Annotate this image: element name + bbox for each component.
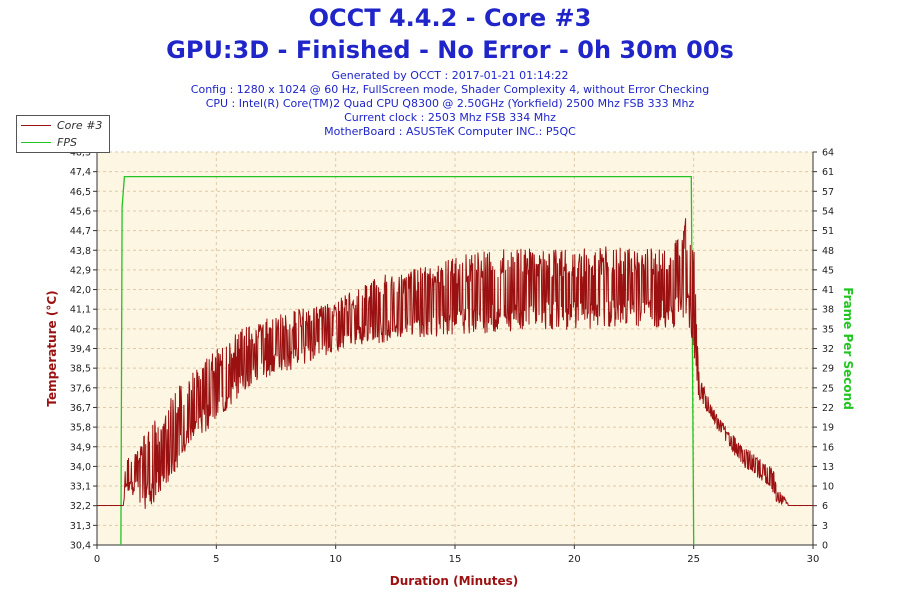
x-tick-label: 5 [213, 554, 219, 565]
y-left-tick-label: 46,5 [70, 187, 91, 198]
x-tick-label: 30 [807, 554, 820, 565]
y-right-tick-label: 57 [822, 187, 834, 198]
y-right-tick-label: 54 [822, 206, 834, 217]
chart-title: OCCT 4.4.2 - Core #3 [308, 4, 592, 32]
x-tick-label: 0 [94, 554, 100, 565]
y-left-tick-label: 42,0 [70, 285, 91, 296]
y-left-axis-label: Temperature (°C) [45, 290, 59, 406]
y-left-tick-label: 36,7 [70, 403, 91, 414]
y-left-tick-label: 42,9 [70, 265, 91, 276]
chart-subtitle: GPU:3D - Finished - No Error - 0h 30m 00… [166, 36, 734, 64]
y-left-tick-label: 33,1 [70, 482, 91, 493]
y-right-tick-label: 0 [822, 541, 828, 552]
y-right-tick-label: 22 [822, 403, 834, 414]
y-right-tick-label: 16 [822, 442, 834, 453]
legend-label-fps: FPS [57, 135, 77, 149]
y-left-tick-label: 38,5 [70, 364, 91, 375]
y-right-tick-label: 19 [822, 423, 834, 434]
y-left-tick-label: 45,6 [70, 206, 91, 217]
legend-swatch-core3 [21, 124, 51, 126]
y-right-tick-label: 10 [822, 482, 834, 493]
legend-item-fps: FPS [17, 134, 77, 150]
y-right-tick-label: 13 [822, 462, 834, 473]
y-left-tick-label: 34,9 [70, 442, 91, 453]
y-right-tick-label: 29 [822, 364, 834, 375]
y-right-tick-label: 3 [822, 521, 828, 532]
y-right-tick-label: 6 [822, 501, 828, 512]
y-left-tick-label: 34,0 [70, 462, 91, 473]
y-right-tick-label: 48 [822, 246, 834, 257]
fps-series-line [120, 175, 695, 546]
y-left-tick-label: 32,2 [70, 501, 91, 512]
y-right-tick-label: 25 [822, 383, 834, 394]
y-left-tick-label: 37,6 [70, 383, 91, 394]
x-tick-label: 15 [449, 554, 462, 565]
legend-label-core3: Core #3 [57, 118, 103, 132]
legend-item-core3: Core #3 [17, 117, 102, 133]
x-tick-label: 20 [568, 554, 581, 565]
y-right-tick-label: 38 [822, 305, 834, 316]
y-right-tick-label: 32 [822, 344, 834, 355]
y-left-tick-label: 30,4 [70, 541, 91, 552]
x-axis-label: Duration (Minutes) [390, 574, 518, 588]
info-clock: Current clock : 2503 Mhz FSB 334 Mhz [344, 111, 556, 124]
y-left-tick-label: 40,2 [70, 324, 91, 335]
info-cpu: CPU : Intel(R) Core(TM)2 Quad CPU Q8300 … [205, 97, 695, 110]
legend-swatch-fps [21, 141, 51, 143]
info-generated: Generated by OCCT : 2017-01-21 01:14:22 [331, 69, 569, 82]
y-right-axis-label: Frame Per Second [841, 287, 855, 410]
y-left-tick-label: 44,7 [70, 226, 91, 237]
y-left-tick-label: 47,4 [70, 167, 91, 178]
y-right-tick-label: 64 [822, 148, 834, 159]
y-left-tick-label: 31,3 [70, 521, 91, 532]
core3-series-line [97, 218, 813, 509]
x-tick-label: 25 [687, 554, 700, 565]
y-right-tick-label: 45 [822, 265, 834, 276]
y-left-tick-label: 43,8 [70, 246, 91, 257]
y-right-tick-label: 51 [822, 226, 834, 237]
y-left-tick-label: 35,8 [70, 423, 91, 434]
y-right-tick-label: 41 [822, 285, 834, 296]
x-tick-label: 10 [329, 554, 342, 565]
y-left-tick-label: 41,1 [70, 305, 91, 316]
y-right-tick-label: 35 [822, 324, 834, 335]
chart-legend: Core #3 FPS [16, 115, 110, 153]
info-motherboard: MotherBoard : ASUSTeK Computer INC.: P5Q… [324, 125, 576, 138]
info-config: Config : 1280 x 1024 @ 60 Hz, FullScreen… [190, 83, 710, 96]
y-left-tick-label: 48,3 [70, 148, 91, 159]
y-right-tick-label: 61 [822, 167, 834, 178]
y-left-tick-label: 39,4 [70, 344, 91, 355]
